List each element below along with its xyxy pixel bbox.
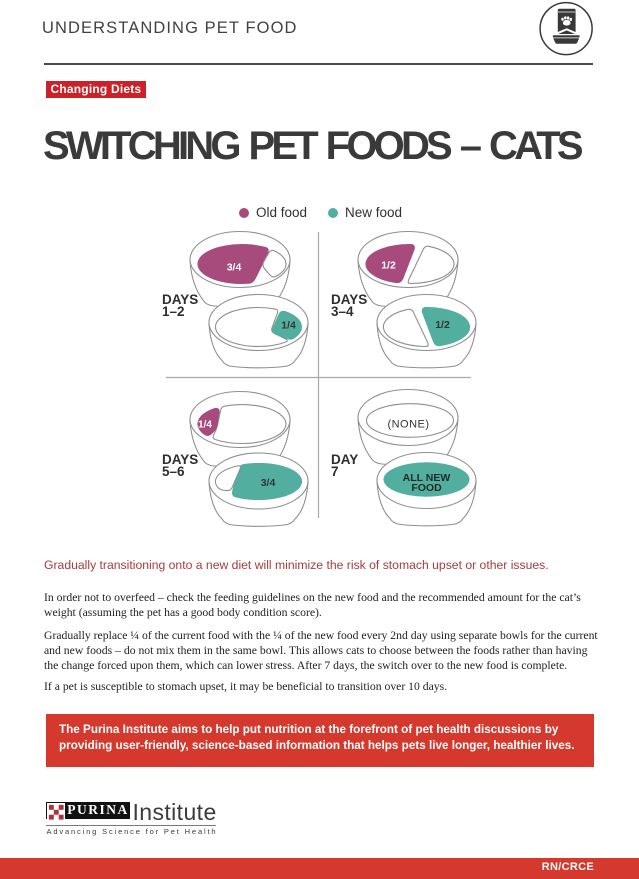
svg-text:3/4: 3/4 [261, 477, 276, 489]
svg-text:(NONE): (NONE) [387, 419, 429, 431]
svg-text:1/4: 1/4 [198, 420, 212, 431]
svg-text:3/4: 3/4 [227, 261, 242, 273]
svg-text:1/4: 1/4 [281, 320, 296, 332]
svg-text:ALL NEW: ALL NEW [403, 472, 451, 484]
svg-text:FOOD: FOOD [411, 482, 442, 494]
svg-text:1/2: 1/2 [435, 319, 450, 331]
svg-text:1/2: 1/2 [381, 259, 396, 271]
